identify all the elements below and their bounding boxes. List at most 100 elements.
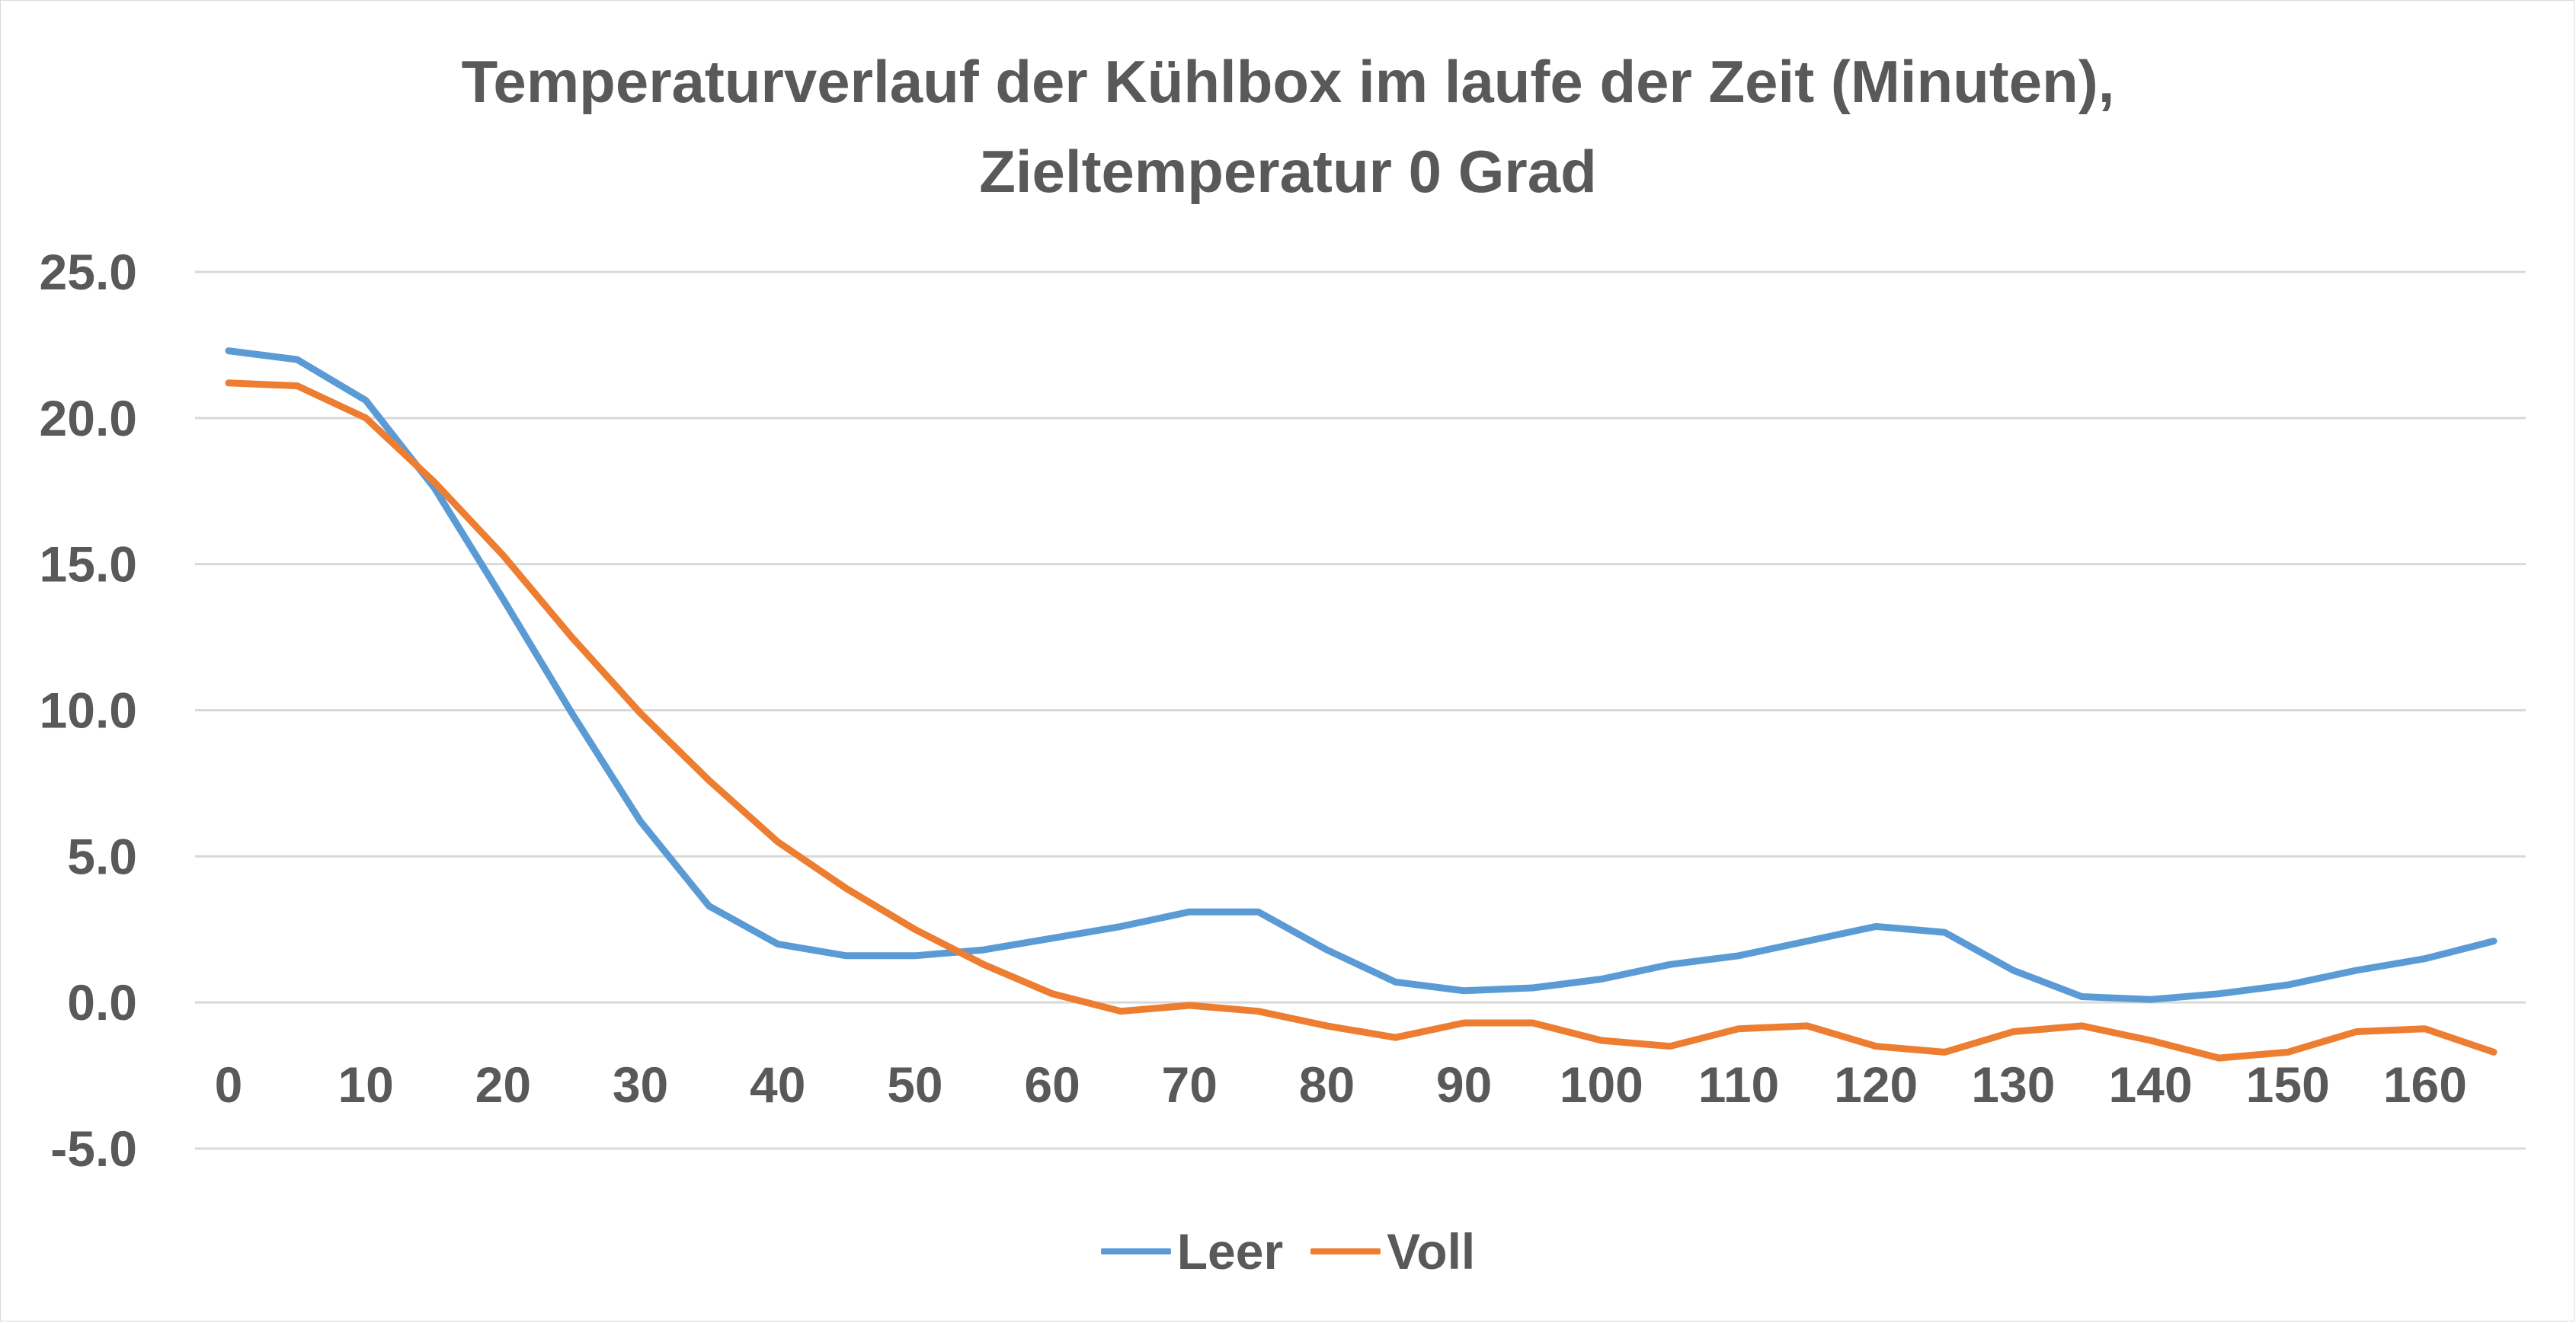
data-point-voll xyxy=(363,414,370,421)
data-point-leer xyxy=(1461,987,1467,994)
data-point-voll xyxy=(1873,1043,1880,1050)
data-point-leer xyxy=(1666,961,1673,968)
data-point-voll xyxy=(843,885,850,892)
data-point-voll xyxy=(637,710,644,717)
x-tick-label: 80 xyxy=(1299,1056,1355,1113)
data-point-voll xyxy=(1666,1043,1673,1050)
data-point-voll xyxy=(2078,1022,2085,1029)
x-tick-label: 0 xyxy=(215,1056,243,1113)
series-line-leer xyxy=(225,347,2498,1003)
series-lines xyxy=(225,347,2498,1062)
legend-item-leer: Leer xyxy=(1100,1221,1284,1282)
x-tick-label: 110 xyxy=(1698,1056,1779,1113)
x-tick-label: 20 xyxy=(475,1056,531,1113)
legend: Leer Voll xyxy=(0,1217,2576,1286)
data-point-leer xyxy=(981,947,987,954)
data-point-voll xyxy=(2010,1028,2017,1035)
data-point-voll xyxy=(1255,1008,1262,1015)
data-point-leer xyxy=(1873,923,1880,930)
data-point-voll xyxy=(500,552,507,559)
data-point-voll xyxy=(1118,1008,1125,1015)
data-point-voll xyxy=(2491,1049,2497,1056)
data-point-voll xyxy=(431,479,438,486)
x-tick-label: 130 xyxy=(1971,1056,2055,1113)
x-tick-label: 50 xyxy=(887,1056,942,1113)
data-point-voll xyxy=(568,634,575,641)
data-point-leer xyxy=(2010,967,2017,973)
data-point-leer xyxy=(294,356,301,363)
data-point-leer xyxy=(1392,979,1399,986)
data-point-leer xyxy=(706,903,712,909)
data-point-leer xyxy=(637,818,644,825)
y-axis-tick-labels: -5.0 0.0 5.0 10.0 15.0 20.0 25.0 xyxy=(40,244,137,1177)
data-point-leer xyxy=(1598,976,1605,983)
data-point-leer xyxy=(1941,929,1948,936)
x-tick-label: 70 xyxy=(1162,1056,1218,1113)
data-point-voll xyxy=(1392,1034,1399,1041)
data-point-voll xyxy=(1598,1037,1605,1044)
data-point-voll xyxy=(294,382,301,389)
data-point-leer xyxy=(1529,984,1536,991)
x-axis-tick-labels: 0 10 20 30 40 50 60 70 80 90 100 110 120 130 140 150 160 xyxy=(215,1056,2467,1113)
data-point-voll xyxy=(226,379,232,386)
data-point-leer xyxy=(2284,982,2291,989)
data-point-leer xyxy=(363,397,370,404)
data-point-voll xyxy=(1186,1002,1193,1009)
legend-label-leer: Leer xyxy=(1176,1223,1284,1280)
data-point-leer xyxy=(1049,935,1056,941)
data-point-voll xyxy=(2284,1049,2291,1056)
y-tick-label: 5.0 xyxy=(67,828,137,884)
gridlines xyxy=(195,270,2526,1150)
x-tick-label: 40 xyxy=(750,1056,805,1113)
x-tick-label: 120 xyxy=(1834,1056,1918,1113)
data-point-leer xyxy=(2421,955,2428,962)
y-tick-label: 20.0 xyxy=(40,390,137,446)
data-point-voll xyxy=(1323,1022,1330,1029)
data-point-leer xyxy=(1323,947,1330,954)
data-point-leer xyxy=(2078,993,2085,1000)
data-point-voll xyxy=(1941,1049,1948,1056)
y-tick-label: 15.0 xyxy=(40,536,137,593)
data-point-leer xyxy=(2353,967,2360,973)
chart-title-line-1: Temperaturverlauf der Kühlbox im laufe d… xyxy=(461,48,2115,115)
data-point-voll xyxy=(1049,990,1056,997)
data-point-voll xyxy=(911,926,918,933)
legend-swatch-leer xyxy=(1100,1248,1171,1254)
data-point-leer xyxy=(1118,923,1125,930)
data-point-leer xyxy=(1186,909,1193,916)
chart-title: Temperaturverlauf der Kühlbox im laufe d… xyxy=(0,37,2576,216)
data-point-voll xyxy=(981,961,987,968)
x-tick-label: 140 xyxy=(2108,1056,2192,1113)
x-tick-label: 30 xyxy=(613,1056,668,1113)
data-point-leer xyxy=(2216,990,2222,997)
y-tick-label: 0.0 xyxy=(67,974,137,1031)
data-point-leer xyxy=(2491,938,2497,944)
data-point-voll xyxy=(2421,1025,2428,1032)
x-tick-label: 160 xyxy=(2383,1056,2467,1113)
data-point-voll xyxy=(1461,1020,1467,1027)
data-point-leer xyxy=(911,952,918,959)
chart-title-line-2: Zieltemperatur 0 Grad xyxy=(979,138,1597,205)
data-point-voll xyxy=(2216,1055,2222,1062)
y-tick-label: 25.0 xyxy=(40,244,137,300)
data-point-voll xyxy=(2353,1028,2360,1035)
x-tick-label: 10 xyxy=(338,1056,393,1113)
data-point-leer xyxy=(843,952,850,959)
data-point-leer xyxy=(774,941,781,948)
data-point-leer xyxy=(2147,996,2154,1003)
data-point-voll xyxy=(2147,1037,2154,1044)
data-point-leer xyxy=(1736,952,1742,959)
legend-label-voll: Voll xyxy=(1387,1223,1476,1280)
series-line-voll xyxy=(225,379,2498,1062)
data-point-voll xyxy=(1804,1022,1811,1029)
x-tick-label: 90 xyxy=(1436,1056,1492,1113)
data-point-voll xyxy=(774,839,781,845)
x-tick-label: 150 xyxy=(2246,1056,2330,1113)
data-point-voll xyxy=(1736,1025,1742,1032)
data-point-voll xyxy=(1529,1020,1536,1027)
data-point-leer xyxy=(1804,938,1811,944)
y-tick-label: -5.0 xyxy=(50,1120,137,1177)
data-point-leer xyxy=(1255,909,1262,916)
